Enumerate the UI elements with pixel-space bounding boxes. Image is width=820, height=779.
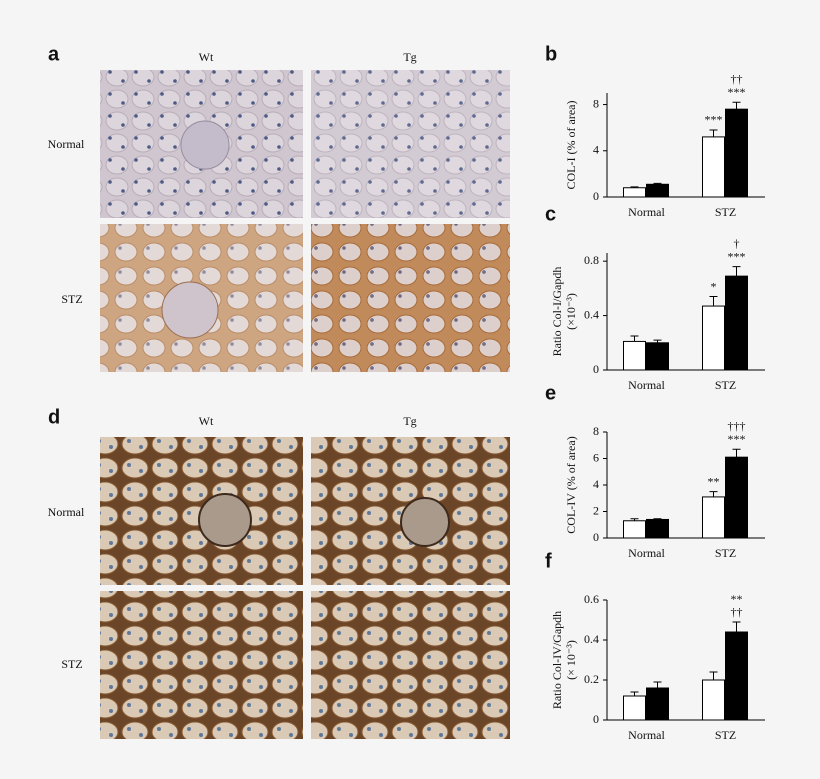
bar (623, 187, 646, 198)
error-bar (653, 182, 662, 185)
error-bar (630, 335, 639, 342)
bar (725, 275, 748, 371)
x-tick-label: STZ (715, 378, 736, 392)
bar (623, 520, 646, 539)
y-axis-label: Ratio Col-IV/Gapdh (550, 611, 564, 709)
micrograph (311, 70, 510, 218)
error-bar (653, 518, 662, 520)
error-bar (732, 448, 741, 458)
x-tick-label: Normal (628, 728, 665, 742)
row-label: STZ (61, 292, 82, 306)
y-axis-label: (× 10⁻³) (564, 640, 578, 680)
panel-label: b (545, 43, 557, 65)
bar (702, 496, 725, 539)
significance: *** (728, 249, 746, 263)
panel-label: d (48, 406, 60, 428)
bar (725, 631, 748, 721)
y-axis-label: COL-I (% of area) (564, 101, 578, 190)
error-bar (709, 296, 718, 307)
error-bar (630, 186, 639, 188)
y-tick-label: 2 (593, 503, 599, 517)
significance: ††† (728, 419, 746, 433)
panel-label: c (545, 203, 556, 225)
error-bar (630, 691, 639, 696)
row-label: Normal (48, 137, 85, 151)
significance: *** (728, 85, 746, 99)
bar (623, 340, 646, 371)
column-label: Wt (199, 50, 214, 64)
significance: †† (731, 72, 743, 86)
micrograph (311, 591, 510, 739)
x-tick-label: STZ (715, 205, 736, 219)
micrographs (100, 70, 510, 739)
significance: * (711, 279, 717, 293)
glomerulus (161, 281, 219, 339)
glomerulus (400, 497, 450, 547)
significance: *** (728, 432, 746, 446)
y-tick-label: 0.4 (584, 307, 599, 321)
y-tick-label: 4 (593, 477, 599, 491)
bar (623, 695, 646, 721)
y-tick-label: 8 (593, 424, 599, 438)
x-tick-label: Normal (628, 378, 665, 392)
y-tick-label: 0.6 (584, 592, 599, 606)
y-tick-label: 4 (593, 143, 599, 157)
y-tick-label: 0 (593, 362, 599, 376)
significance: †† (731, 605, 743, 619)
significance: † (734, 236, 740, 250)
bar (646, 342, 669, 371)
panel-label: e (545, 382, 556, 404)
error-bar (709, 671, 718, 680)
bar (725, 108, 748, 198)
panel-label: a (48, 43, 60, 65)
y-tick-label: 0 (593, 530, 599, 544)
error-bar (732, 266, 741, 277)
y-tick-label: 0 (593, 189, 599, 203)
glomerulus (180, 120, 230, 170)
error-bar (732, 621, 741, 632)
error-bar (709, 491, 718, 497)
error-bar (709, 129, 718, 137)
column-label: Tg (403, 414, 416, 428)
x-tick-label: STZ (715, 546, 736, 560)
micrograph (100, 591, 303, 739)
bar (702, 679, 725, 721)
significance: ** (708, 474, 720, 488)
column-label: Wt (199, 414, 214, 428)
y-tick-label: 0.2 (584, 672, 599, 686)
y-axis-label: COL-IV (% of area) (564, 436, 578, 533)
micrograph (311, 224, 510, 372)
x-tick-label: Normal (628, 205, 665, 219)
bar (646, 518, 669, 539)
y-tick-label: 6 (593, 450, 599, 464)
y-tick-label: 0 (593, 712, 599, 726)
y-tick-label: 0.8 (584, 253, 599, 267)
panel-label: f (545, 550, 552, 572)
error-bar (732, 101, 741, 110)
bar (702, 136, 725, 198)
column-label: Tg (403, 50, 416, 64)
significance: *** (705, 113, 723, 127)
bar (725, 456, 748, 539)
y-tick-label: 0.4 (584, 632, 599, 646)
x-tick-label: STZ (715, 728, 736, 742)
bar (702, 305, 725, 371)
y-axis-label: (×10⁻³) (564, 293, 578, 330)
error-bar (653, 681, 662, 688)
error-bar (630, 518, 639, 521)
row-label: Normal (48, 505, 85, 519)
bar (646, 183, 669, 198)
y-axis-label: Ratio Col-I/Gapdh (550, 267, 564, 357)
significance: ** (731, 592, 743, 606)
glomerulus (198, 493, 252, 547)
y-tick-label: 8 (593, 96, 599, 110)
error-bar (653, 339, 662, 343)
row-label: STZ (61, 657, 82, 671)
x-tick-label: Normal (628, 546, 665, 560)
bar (646, 687, 669, 721)
